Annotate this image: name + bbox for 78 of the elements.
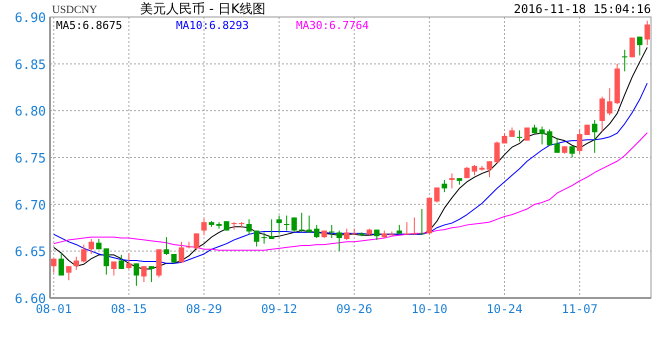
candlestick: [134, 262, 140, 286]
candlestick: [96, 238, 102, 250]
x-tick-label: 09-12: [261, 302, 298, 316]
candlestick: [539, 126, 545, 145]
candlestick: [298, 212, 304, 233]
candlestick: [291, 216, 297, 233]
text: 2016-11-18 15:04:16: [514, 2, 651, 16]
candlestick: [606, 88, 612, 116]
text: MA30:6.7764: [296, 19, 370, 32]
candlestick: [486, 160, 492, 178]
candlestick: [419, 208, 425, 235]
candlestick: [126, 252, 132, 270]
candlestick: [516, 130, 522, 142]
candlestick: [404, 222, 410, 235]
candlestick: [201, 218, 207, 236]
candlestick: [630, 37, 635, 58]
y-tick-label: 6.65: [14, 245, 46, 260]
candlestick: [178, 241, 184, 263]
candlestick: [88, 238, 94, 254]
candlestick: [111, 260, 117, 276]
candlestick: [58, 252, 64, 276]
candlestick: [148, 266, 154, 283]
candlestick: [81, 244, 87, 263]
candlestick: [434, 186, 440, 203]
candlestick: [412, 216, 418, 235]
y-tick-label: 6.90: [14, 11, 46, 26]
candlestick: [238, 222, 244, 228]
candlestick: [336, 230, 342, 252]
y-tick-label: 6.75: [14, 152, 46, 166]
candlestick: [261, 232, 267, 244]
y-tick-label: 6.80: [14, 104, 46, 120]
text: MA10:6.8293: [176, 19, 249, 32]
candlestick: [246, 218, 252, 235]
chart-subtitle: USDCNY: [52, 4, 98, 16]
x-tick-label: 11-07: [562, 302, 598, 316]
candlestick: [306, 215, 312, 233]
x-tick-label: 09-26: [336, 302, 372, 316]
candlestick: [194, 232, 200, 251]
candlestick: [118, 254, 124, 270]
candlestick: [51, 258, 56, 274]
candlestick: [254, 230, 260, 247]
candlestick: [644, 20, 650, 46]
candlestick: [449, 172, 455, 189]
candlestick: [494, 141, 500, 164]
y-tick-label: 6.70: [14, 198, 46, 214]
candlestick: [396, 224, 402, 235]
candlestick: [576, 128, 582, 154]
candlestick: [637, 36, 642, 56]
candlestick: [314, 224, 320, 239]
candlestick: [276, 215, 282, 234]
x-tick-label: 10-10: [411, 302, 448, 316]
candlestick: [502, 132, 508, 144]
candlestick: [472, 164, 478, 176]
candlestick: [344, 228, 350, 240]
candlestick: [164, 236, 170, 256]
candlestick: [554, 137, 560, 154]
candlestick: [524, 127, 530, 142]
candlestick: [599, 96, 605, 132]
candlestick: [509, 127, 515, 138]
candlestick: [622, 49, 628, 72]
candlestick: [329, 224, 334, 239]
y-tick-label: 6.85: [14, 58, 46, 73]
candlestick: [592, 120, 598, 154]
candlestick: [352, 228, 357, 235]
x-tick-label: 08-29: [186, 302, 222, 316]
candlestick: [374, 229, 380, 240]
x-tick-label: 08-15: [110, 302, 147, 316]
chart-title: 美元人民币 - 日K线图: [140, 1, 266, 17]
candlestick: [268, 218, 274, 240]
candlestick: [546, 128, 552, 146]
x-tick-label: 10-24: [486, 302, 523, 316]
candlestick: [74, 256, 79, 270]
candlestick: [141, 266, 147, 283]
candlestick: [442, 179, 448, 193]
text: MA5:6.8675: [56, 19, 122, 32]
candlestick: [104, 248, 110, 276]
candlestick: [66, 266, 72, 281]
candlestick: [284, 215, 290, 232]
